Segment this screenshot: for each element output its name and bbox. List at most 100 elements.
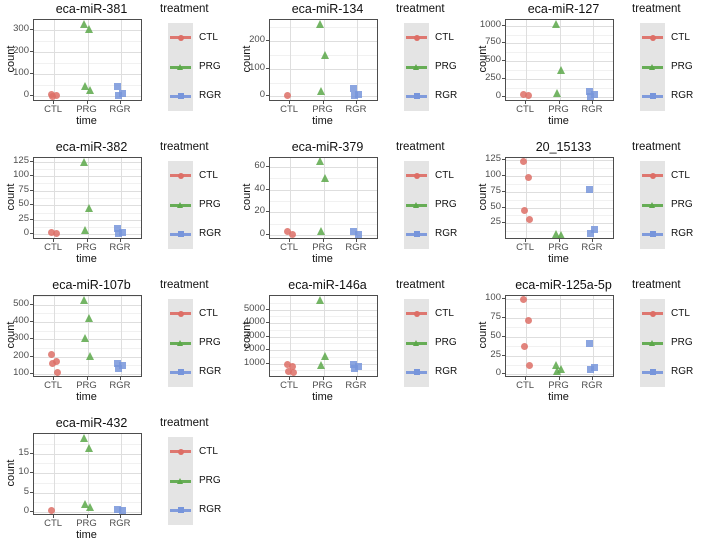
tick-mark xyxy=(266,322,269,324)
legend-label-rgr: RGR xyxy=(435,366,458,378)
data-point-prg xyxy=(320,351,329,360)
gridline-vertical xyxy=(323,20,325,100)
x-tick-label: CTL xyxy=(44,518,63,529)
plot-panel xyxy=(33,19,142,101)
y-tick-label: 50 xyxy=(490,329,501,341)
legend-title: treatment xyxy=(160,417,209,429)
x-tick-label: RGR xyxy=(109,518,131,529)
legend-label-ctl: CTL xyxy=(671,307,690,319)
tick-mark xyxy=(86,101,88,104)
data-point-rgr xyxy=(586,88,594,96)
legend-marker-rgr xyxy=(177,369,184,376)
x-tick-label: PRG xyxy=(76,104,97,115)
tick-mark xyxy=(119,515,121,518)
y-tick-label: 400 xyxy=(13,315,29,327)
legend-label-rgr: RGR xyxy=(199,504,222,516)
y-tick-label: 1000 xyxy=(243,356,265,368)
tick-mark xyxy=(30,73,33,75)
legend-label-ctl: CTL xyxy=(435,169,454,181)
legend-title: treatment xyxy=(396,279,445,291)
tick-mark xyxy=(502,335,505,337)
data-point-prg xyxy=(79,296,88,304)
legend-label-prg: PRG xyxy=(671,61,693,72)
data-point-ctl xyxy=(524,317,532,325)
y-tick-label: 15 xyxy=(18,446,29,458)
gridline-vertical xyxy=(323,296,325,376)
plot-cell: 20_15133 25 50 75 100 125 CTL PRG RGR count time tr… xyxy=(472,138,708,276)
data-point-rgr xyxy=(119,361,127,369)
x-axis-title: time xyxy=(548,253,569,265)
data-point-prg xyxy=(80,82,89,91)
data-point-ctl xyxy=(524,173,532,181)
data-point-prg xyxy=(79,434,88,442)
gridline-vertical xyxy=(54,434,56,514)
data-point-prg xyxy=(85,502,94,511)
x-tick-label: PRG xyxy=(548,104,569,115)
plot-cell: eca-miR-382 0 25 50 75 100 125 CTL PRG RGR count ti… xyxy=(0,138,236,276)
x-tick-label: PRG xyxy=(548,380,569,391)
tick-mark xyxy=(30,29,33,31)
legend-marker-prg xyxy=(176,477,183,484)
data-point-prg xyxy=(551,361,560,370)
legend-label-rgr: RGR xyxy=(199,366,222,378)
tick-mark xyxy=(502,373,505,375)
data-point-ctl xyxy=(47,506,55,514)
data-point-rgr xyxy=(350,84,358,92)
x-tick-label: RGR xyxy=(581,104,603,115)
legend-label-prg: PRG xyxy=(435,61,457,72)
tick-mark xyxy=(53,515,55,518)
legend-marker-rgr xyxy=(413,93,420,100)
data-point-rgr xyxy=(350,361,358,369)
y-axis-title: count xyxy=(5,45,17,73)
data-point-ctl xyxy=(524,92,532,100)
tick-mark xyxy=(502,298,505,300)
data-point-rgr xyxy=(586,185,594,193)
plot-panel xyxy=(505,19,614,101)
data-point-prg xyxy=(315,20,324,28)
y-axis-title: count xyxy=(241,45,253,73)
tick-mark xyxy=(502,95,505,97)
data-point-prg xyxy=(84,204,93,213)
data-point-prg xyxy=(551,20,560,28)
data-point-prg xyxy=(85,352,94,360)
legend-marker-ctl xyxy=(177,310,184,317)
plot-panel xyxy=(505,157,614,239)
y-tick-label: 0 xyxy=(495,89,501,101)
y-tick-label: 100 xyxy=(13,366,29,378)
plot-title: 20_15133 xyxy=(535,140,592,154)
x-tick-label: CTL xyxy=(280,380,299,391)
data-point-prg xyxy=(552,88,561,97)
y-tick-label: 4000 xyxy=(243,316,265,328)
plot-title: eca-miR-379 xyxy=(291,140,364,154)
plot-cell: eca-miR-379 0 20 40 60 CTL PRG RGR count time trea… xyxy=(236,138,472,276)
legend-label-ctl: CTL xyxy=(199,307,218,319)
tick-mark xyxy=(30,303,33,305)
tick-mark xyxy=(525,101,527,104)
tick-mark xyxy=(86,239,88,242)
plot-title: eca-miR-146a xyxy=(288,278,367,292)
y-tick-label: 500 xyxy=(13,297,29,309)
tick-mark xyxy=(119,101,121,104)
y-tick-label: 0 xyxy=(23,89,29,101)
x-tick-label: RGR xyxy=(345,380,367,391)
data-point-ctl xyxy=(283,361,291,369)
tick-mark xyxy=(266,362,269,364)
x-tick-label: CTL xyxy=(44,104,63,115)
legend-marker-rgr xyxy=(649,231,656,238)
data-point-prg xyxy=(315,158,324,166)
y-tick-label: 0 xyxy=(23,227,29,239)
data-point-ctl xyxy=(520,207,528,215)
legend-label-prg: PRG xyxy=(199,199,221,210)
gridline-vertical xyxy=(290,20,292,100)
x-axis-title: time xyxy=(76,391,97,403)
tick-mark xyxy=(591,101,593,104)
tick-mark xyxy=(30,491,33,493)
y-tick-label: 75 xyxy=(18,183,29,195)
tick-mark xyxy=(53,239,55,242)
x-tick-label: CTL xyxy=(44,380,63,391)
data-point-prg xyxy=(320,174,329,183)
data-point-prg xyxy=(80,226,89,235)
legend-label-rgr: RGR xyxy=(671,366,694,378)
plot-title: eca-miR-134 xyxy=(291,2,364,16)
y-tick-label: 50 xyxy=(18,198,29,210)
